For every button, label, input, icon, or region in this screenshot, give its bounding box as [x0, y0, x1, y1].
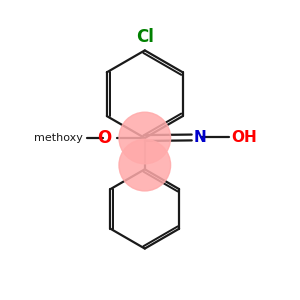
Text: Cl: Cl: [136, 28, 154, 46]
Text: OH: OH: [231, 130, 257, 145]
Text: O: O: [97, 129, 111, 147]
Text: methoxy: methoxy: [34, 133, 83, 143]
Text: N: N: [194, 130, 207, 145]
Circle shape: [119, 112, 171, 164]
Circle shape: [119, 139, 171, 191]
